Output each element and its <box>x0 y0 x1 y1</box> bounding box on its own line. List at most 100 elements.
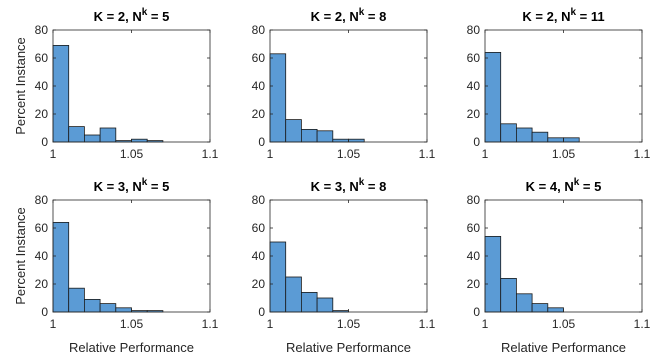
histogram-bar <box>52 45 70 143</box>
x-tick-label: 1.1 <box>202 317 219 331</box>
subplot-6: 0 20 40 60 80 1 1.05 1.1 K = 4, Nk = 5 Relative P… <box>467 177 651 355</box>
y-tick-label: 60 <box>467 51 481 65</box>
y-tick-label: 80 <box>35 193 49 207</box>
y-axis-label: Percent Instance <box>13 37 28 135</box>
subplot-title-tail: = 5 <box>579 179 601 194</box>
histogram-bar <box>500 123 517 143</box>
y-tick-label: 80 <box>467 193 481 207</box>
subplot-title-base: K = 2, N <box>94 9 142 24</box>
subplot-title-base: K = 3, N <box>311 179 359 194</box>
histogram-bar <box>285 276 302 313</box>
y-tick-label: 40 <box>252 79 266 93</box>
x-axis-label: Relative Performance <box>501 340 626 355</box>
y-tick-label: 0 <box>473 135 480 149</box>
x-tick-label: 1.1 <box>202 147 219 161</box>
subplot-title: K = 2, Nk = 5 <box>94 7 170 24</box>
subplot-title-superscript: k <box>142 177 148 188</box>
y-tick-label: 60 <box>35 51 49 65</box>
y-tick-label: 60 <box>252 51 266 65</box>
histogram-bar <box>484 235 502 313</box>
subplot-title: K = 2, Nk = 8 <box>311 7 387 24</box>
x-tick-label: 1.05 <box>337 317 361 331</box>
x-tick-label: 1 <box>267 317 274 331</box>
subplot-2: 0 20 40 60 80 1 1.05 1.1 K = 2, Nk = 8 <box>252 7 436 161</box>
histogram-bar <box>300 291 318 313</box>
histogram-bar <box>563 137 580 143</box>
subplot-title-tail: = 8 <box>364 179 386 194</box>
x-tick-label: 1.05 <box>337 147 361 161</box>
x-tick-label: 1 <box>482 147 489 161</box>
histogram-bar <box>285 119 302 143</box>
subplot-title-superscript: k <box>359 7 365 18</box>
histogram-bar <box>68 287 85 313</box>
x-axis-label: Relative Performance <box>69 340 194 355</box>
subplot-title: K = 3, Nk = 5 <box>94 177 170 194</box>
histogram-bar <box>484 52 502 143</box>
x-tick-label: 1 <box>267 147 274 161</box>
histogram-bar <box>99 127 117 143</box>
histogram-bar <box>300 128 318 143</box>
x-tick-label: 1 <box>50 147 57 161</box>
y-tick-label: 0 <box>41 135 48 149</box>
y-tick-label: 80 <box>35 23 49 37</box>
y-tick-label: 20 <box>252 107 266 121</box>
histogram-bar <box>316 297 334 313</box>
y-tick-label: 80 <box>467 23 481 37</box>
y-tick-label: 60 <box>467 221 481 235</box>
histogram-bar <box>131 138 148 143</box>
histogram-bar <box>531 303 549 313</box>
histogram-bar <box>516 127 533 143</box>
y-tick-label: 0 <box>258 305 265 319</box>
x-tick-label: 1.1 <box>419 147 436 161</box>
histogram-bar <box>547 307 564 313</box>
y-axis-label: Percent Instance <box>13 207 28 305</box>
subplot-title: K = 3, Nk = 8 <box>311 177 387 194</box>
subplot-title-tail: = 11 <box>576 9 605 24</box>
histogram-bar <box>348 138 365 143</box>
histogram-bar <box>115 307 132 313</box>
histogram-bar <box>99 303 117 313</box>
histogram-bar <box>269 241 287 313</box>
subplot-title-base: K = 4, N <box>526 179 574 194</box>
histogram-bar <box>332 138 349 143</box>
y-tick-label: 20 <box>252 277 266 291</box>
y-tick-label: 0 <box>41 305 48 319</box>
y-tick-label: 60 <box>35 221 49 235</box>
x-tick-label: 1 <box>482 317 489 331</box>
y-tick-label: 20 <box>35 277 49 291</box>
subplot-title-tail: = 5 <box>147 179 169 194</box>
subplot-title-tail: = 5 <box>147 9 169 24</box>
x-tick-label: 1.1 <box>634 147 651 161</box>
subplot-title-tail: = 8 <box>364 9 386 24</box>
y-tick-label: 80 <box>252 23 266 37</box>
subplot-1: 0 20 40 60 80 1 1.05 1.1 K = 2, Nk = 5 Percent In… <box>13 7 219 161</box>
subplot-title-superscript: k <box>574 177 580 188</box>
histogram-bar <box>531 131 549 143</box>
histogram-bar <box>84 298 101 313</box>
subplot-title: K = 2, Nk = 11 <box>522 7 604 24</box>
histogram-bar <box>516 293 533 313</box>
subplot-4: 0 20 40 60 80 1 1.05 1.1 K = 3, Nk = 5 Percent In… <box>13 177 219 355</box>
y-tick-label: 80 <box>252 193 266 207</box>
histogram-bar <box>547 137 564 143</box>
x-tick-label: 1.1 <box>634 317 651 331</box>
y-tick-label: 20 <box>467 107 481 121</box>
histogram-bar <box>68 126 85 143</box>
y-tick-label: 0 <box>258 135 265 149</box>
y-tick-label: 40 <box>35 79 49 93</box>
histogram-bar <box>269 53 287 143</box>
subplot-title-superscript: k <box>142 7 148 18</box>
subplot-title-base: K = 3, N <box>94 179 142 194</box>
subplot-title-base: K = 2, N <box>311 9 359 24</box>
y-tick-label: 40 <box>252 249 266 263</box>
y-tick-label: 60 <box>252 221 266 235</box>
y-tick-label: 40 <box>467 249 481 263</box>
x-tick-label: 1.05 <box>552 147 576 161</box>
axes-box <box>52 29 211 143</box>
histogram-bar <box>84 134 101 143</box>
y-tick-label: 40 <box>35 249 49 263</box>
x-tick-label: 1.1 <box>419 317 436 331</box>
histogram-bar <box>316 130 334 143</box>
subplot-title-superscript: k <box>359 177 365 188</box>
x-tick-label: 1.05 <box>552 317 576 331</box>
